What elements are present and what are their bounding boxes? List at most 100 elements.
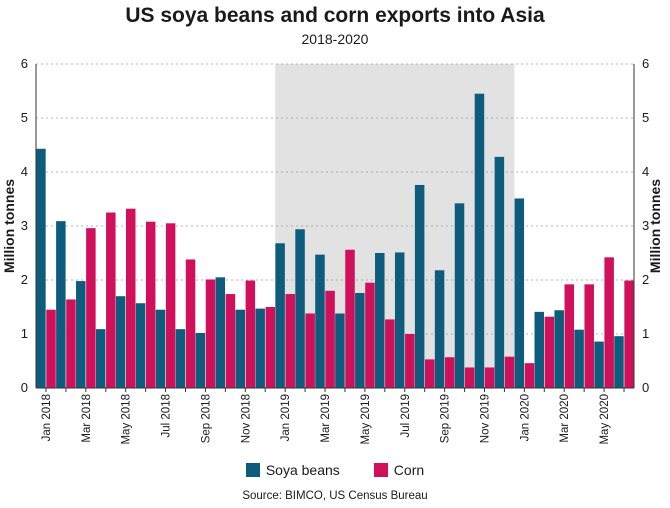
bar-soya-beans — [574, 329, 584, 388]
bar-soya-beans — [76, 281, 86, 388]
y-tick-label-right: 4 — [642, 164, 649, 179]
y-tick-label-right: 6 — [642, 56, 649, 71]
bar-soya-beans — [594, 341, 604, 388]
y-tick-label-right: 1 — [642, 326, 649, 341]
bar-corn — [285, 294, 295, 388]
bar-soya-beans — [195, 332, 206, 388]
bar-soya-beans — [315, 254, 325, 388]
bar-corn — [106, 212, 116, 388]
bar-soya-beans — [394, 252, 405, 388]
bar-corn — [205, 279, 216, 388]
y-tick-label-left: 2 — [21, 272, 28, 287]
bar-soya-beans — [375, 253, 385, 388]
bar-soya-beans — [614, 336, 624, 388]
bar-corn — [524, 363, 535, 388]
x-tick-label: Jul 2018 — [161, 394, 173, 437]
bar-corn — [305, 313, 315, 388]
legend-item-soya: Soya beans — [245, 462, 340, 478]
bar-soya-beans — [56, 221, 66, 388]
bar-corn — [624, 280, 634, 388]
bar-soya-beans — [434, 270, 445, 388]
bar-corn — [544, 316, 555, 388]
x-tick-label: Nov 2018 — [240, 394, 252, 443]
x-tick-label: Mar 2019 — [320, 394, 332, 443]
highlight-band — [275, 64, 515, 388]
x-tick-label: Mar 2020 — [559, 394, 571, 443]
legend-swatch-soya — [245, 463, 260, 477]
bar-soya-beans — [454, 203, 465, 388]
x-tick-label: Jan 2020 — [519, 394, 531, 441]
bar-soya-beans — [115, 296, 126, 388]
bar-corn — [225, 294, 236, 388]
x-tick-label: May 2019 — [360, 394, 372, 445]
bar-soya-beans — [295, 229, 305, 388]
bar-corn — [325, 290, 335, 388]
bar-soya-beans — [474, 93, 485, 388]
bar-corn — [345, 249, 355, 388]
bar-soya-beans — [175, 329, 186, 388]
x-tick-label: May 2020 — [599, 394, 611, 445]
bar-soya-beans — [215, 277, 226, 388]
bar-corn — [564, 284, 575, 388]
bar-soya-beans — [335, 313, 345, 388]
legend-swatch-corn — [373, 463, 388, 477]
x-tick-label: Mar 2018 — [81, 394, 93, 443]
bar-corn — [245, 280, 256, 388]
bar-corn — [145, 221, 156, 388]
bar-corn — [46, 309, 56, 388]
bar-soya-beans — [275, 243, 285, 388]
legend-label-corn: Corn — [393, 462, 425, 478]
bar-soya-beans — [155, 309, 166, 388]
bar-corn — [464, 367, 475, 388]
bar-corn — [126, 208, 136, 388]
bar-corn — [425, 359, 435, 388]
y-axis-title-left: Million tonnes — [1, 179, 17, 273]
y-tick-label-right: 0 — [642, 380, 649, 395]
bar-corn — [504, 356, 515, 388]
bar-soya-beans — [95, 329, 106, 388]
bar-soya-beans — [554, 310, 564, 388]
bar-corn — [584, 284, 594, 388]
bar-corn — [365, 282, 375, 388]
bar-corn — [86, 228, 96, 388]
y-tick-label-left: 4 — [21, 164, 28, 179]
y-tick-label-right: 2 — [642, 272, 649, 287]
bar-corn — [484, 367, 495, 388]
bar-soya-beans — [255, 308, 265, 388]
bar-corn — [444, 357, 455, 388]
bar-corn — [604, 257, 614, 388]
legend-item-corn: Corn — [373, 462, 425, 478]
source-note: Source: BIMCO, US Census Bureau — [242, 490, 428, 502]
y-tick-label-left: 3 — [21, 218, 28, 233]
bar-soya-beans — [534, 311, 544, 388]
bar-corn — [265, 307, 276, 388]
y-tick-label-left: 6 — [21, 56, 28, 71]
x-tick-label: Jan 2018 — [41, 394, 53, 441]
x-tick-label: Jul 2019 — [400, 394, 412, 437]
x-tick-label: Jan 2019 — [280, 394, 292, 441]
bar-soya-beans — [414, 184, 425, 388]
bar-soya-beans — [355, 292, 365, 388]
bar-soya-beans — [36, 148, 46, 388]
bar-corn — [66, 299, 76, 388]
y-tick-label-left: 5 — [21, 110, 28, 125]
x-tick-label: Sep 2018 — [200, 394, 212, 443]
bar-soya-beans — [514, 198, 525, 388]
chart-title: US soya beans and corn exports into Asia — [125, 4, 545, 27]
bar-corn — [385, 319, 395, 388]
legend-label-soya: Soya beans — [265, 462, 340, 478]
x-tick-label: Sep 2019 — [440, 394, 452, 443]
bar-soya-beans — [494, 156, 505, 388]
y-tick-label-right: 5 — [642, 110, 649, 125]
y-tick-label-right: 3 — [642, 218, 649, 233]
bar-corn — [165, 223, 176, 388]
bar-soya-beans — [235, 309, 245, 388]
bar-soya-beans — [135, 303, 146, 388]
x-tick-label: Nov 2019 — [480, 394, 492, 443]
legend: Soya beans Corn — [0, 462, 670, 478]
y-axis-title-right: Million tonnes — [647, 179, 663, 273]
bar-corn — [185, 259, 196, 388]
chart-subtitle: 2018-2020 — [301, 31, 369, 47]
x-tick-label: May 2018 — [121, 394, 133, 445]
